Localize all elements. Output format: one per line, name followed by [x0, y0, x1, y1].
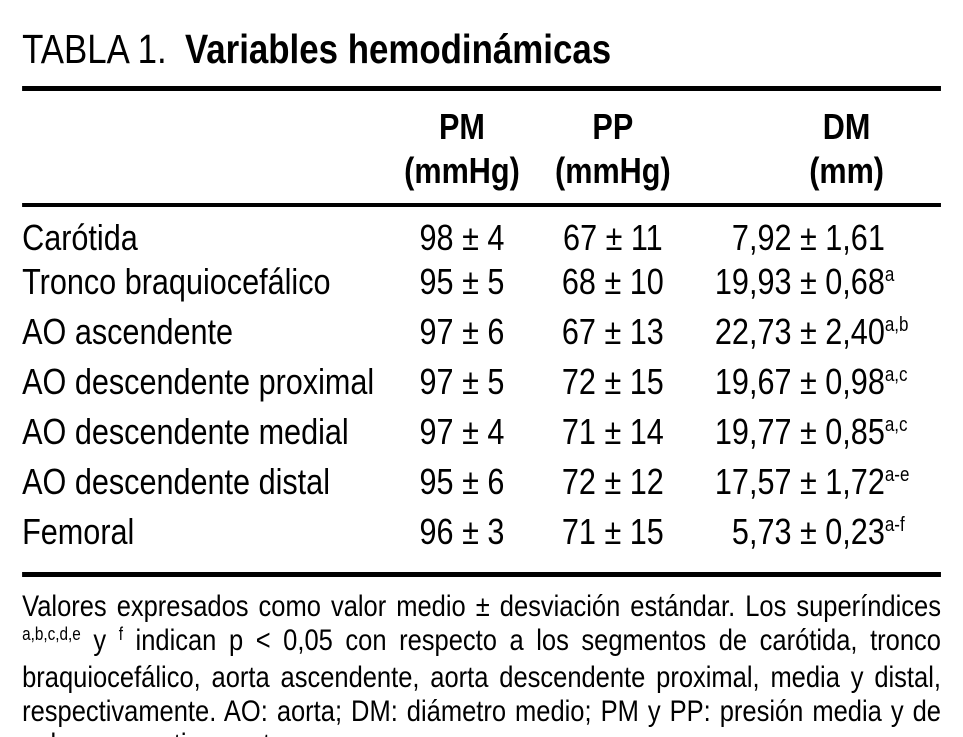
row-label: Carótida: [22, 217, 138, 258]
bottom-rule: [22, 572, 941, 577]
dm-value-cell: 19,93 ± 0,68a: [689, 260, 941, 310]
footnote-text-start: Valores expresados como valor medio ± de…: [22, 590, 941, 623]
dm-superscript: a,b: [884, 314, 909, 336]
dm-value-cell: 7,92 ± 1,61: [689, 216, 941, 260]
column-header-pm: PM (mmHg): [388, 105, 537, 193]
dm-value: 19,67 ± 0,98: [714, 361, 885, 402]
pm-value: 97 ± 5: [419, 361, 505, 402]
column-header-pp-abbr: PP: [592, 106, 634, 147]
dm-value: 5,73 ± 0,23: [731, 511, 885, 552]
dm-value-cell: 19,67 ± 0,98a,c: [689, 360, 941, 410]
row-label: AO descendente proximal: [22, 361, 375, 402]
row-label: AO ascendente: [22, 311, 234, 352]
pm-value: 95 ± 6: [419, 461, 505, 502]
table-row: AO descendente proximal 97 ± 5 72 ± 15 1…: [22, 360, 941, 410]
pm-value: 97 ± 4: [419, 411, 505, 452]
pp-value: 67 ± 13: [561, 311, 664, 352]
dm-value: 17,57 ± 1,72: [714, 461, 885, 502]
table-footnote: Valores expresados como valor medio ± de…: [22, 590, 941, 737]
table-page: TABLA 1. Variables hemodinámicas PM (mmH…: [0, 26, 963, 737]
row-label: Femoral: [22, 511, 135, 552]
dm-value: 7,92 ± 1,61: [731, 217, 885, 258]
column-header-pm-abbr: PM: [439, 106, 485, 147]
pm-value: 96 ± 3: [419, 511, 505, 552]
dm-superscript: a: [884, 264, 895, 286]
column-header-pp-unit: (mmHg): [555, 150, 671, 191]
pp-value: 71 ± 14: [561, 411, 664, 452]
footnote-superscript-list: a,b,c,d,e: [22, 623, 81, 644]
dm-value: 19,77 ± 0,85: [714, 411, 885, 452]
dm-superscript: a,c: [884, 364, 908, 386]
dm-superscript: a-e: [884, 464, 910, 486]
column-header-dm-unit: (mm): [809, 150, 884, 191]
dm-value-cell: 5,73 ± 0,23a-f: [689, 510, 941, 560]
pp-value: 71 ± 15: [561, 511, 664, 552]
table-row: AO descendente medial 97 ± 4 71 ± 14 19,…: [22, 410, 941, 460]
footnote-text-connector: y: [80, 623, 119, 657]
dm-value: 22,73 ± 2,40: [714, 311, 885, 352]
table-row: AO descendente distal 95 ± 6 72 ± 12 17,…: [22, 460, 941, 510]
table-row: AO ascendente 97 ± 6 67 ± 13 22,73 ± 2,4…: [22, 310, 941, 360]
pp-value: 67 ± 11: [563, 217, 663, 258]
dm-superscript: a-f: [884, 514, 905, 536]
table-header-row: PM (mmHg) PP (mmHg) DM (mm): [22, 91, 941, 203]
table-number: TABLA 1.: [22, 26, 167, 72]
row-label: Tronco braquiocefálico: [22, 261, 331, 302]
footnote-superscript-f: f: [118, 623, 123, 644]
dm-value-cell: 19,77 ± 0,85a,c: [689, 410, 941, 460]
paper-table-figure: TABLA 1. Variables hemodinámicas PM (mmH…: [0, 26, 963, 737]
pp-value: 68 ± 10: [561, 261, 664, 302]
pp-value: 72 ± 12: [561, 461, 664, 502]
table-body: Carótida 98 ± 4 67 ± 11 7,92 ± 1,61 Tron…: [22, 207, 941, 572]
column-header-pm-unit: (mmHg): [404, 150, 520, 191]
pm-value: 98 ± 4: [419, 217, 505, 258]
pp-value: 72 ± 15: [561, 361, 664, 402]
row-label: AO descendente medial: [22, 411, 349, 452]
table-row: Carótida 98 ± 4 67 ± 11 7,92 ± 1,61: [22, 216, 941, 260]
pm-value: 97 ± 6: [419, 311, 505, 352]
column-header-pp: PP (mmHg): [536, 105, 689, 193]
header-rule: [22, 203, 941, 207]
top-rule: [22, 86, 941, 91]
table-caption: Variables hemodinámicas: [184, 26, 612, 72]
pm-value: 95 ± 5: [419, 261, 505, 302]
row-label: AO descendente distal: [22, 461, 330, 502]
column-header-dm: DM (mm): [689, 105, 941, 193]
table-row: Femoral 96 ± 3 71 ± 15 5,73 ± 0,23a-f: [22, 510, 941, 560]
column-header-dm-abbr: DM: [822, 106, 871, 147]
dm-superscript: a,c: [884, 414, 908, 436]
footnote-text-end: indican p < 0,05 con respecto a los segm…: [22, 623, 941, 737]
dm-value-cell: 22,73 ± 2,40a,b: [689, 310, 941, 360]
table-row: Tronco braquiocefálico 95 ± 5 68 ± 10 19…: [22, 260, 941, 310]
dm-value: 19,93 ± 0,68: [714, 261, 885, 302]
table-title: TABLA 1. Variables hemodinámicas: [22, 26, 941, 72]
dm-value-cell: 17,57 ± 1,72a-e: [689, 460, 941, 510]
